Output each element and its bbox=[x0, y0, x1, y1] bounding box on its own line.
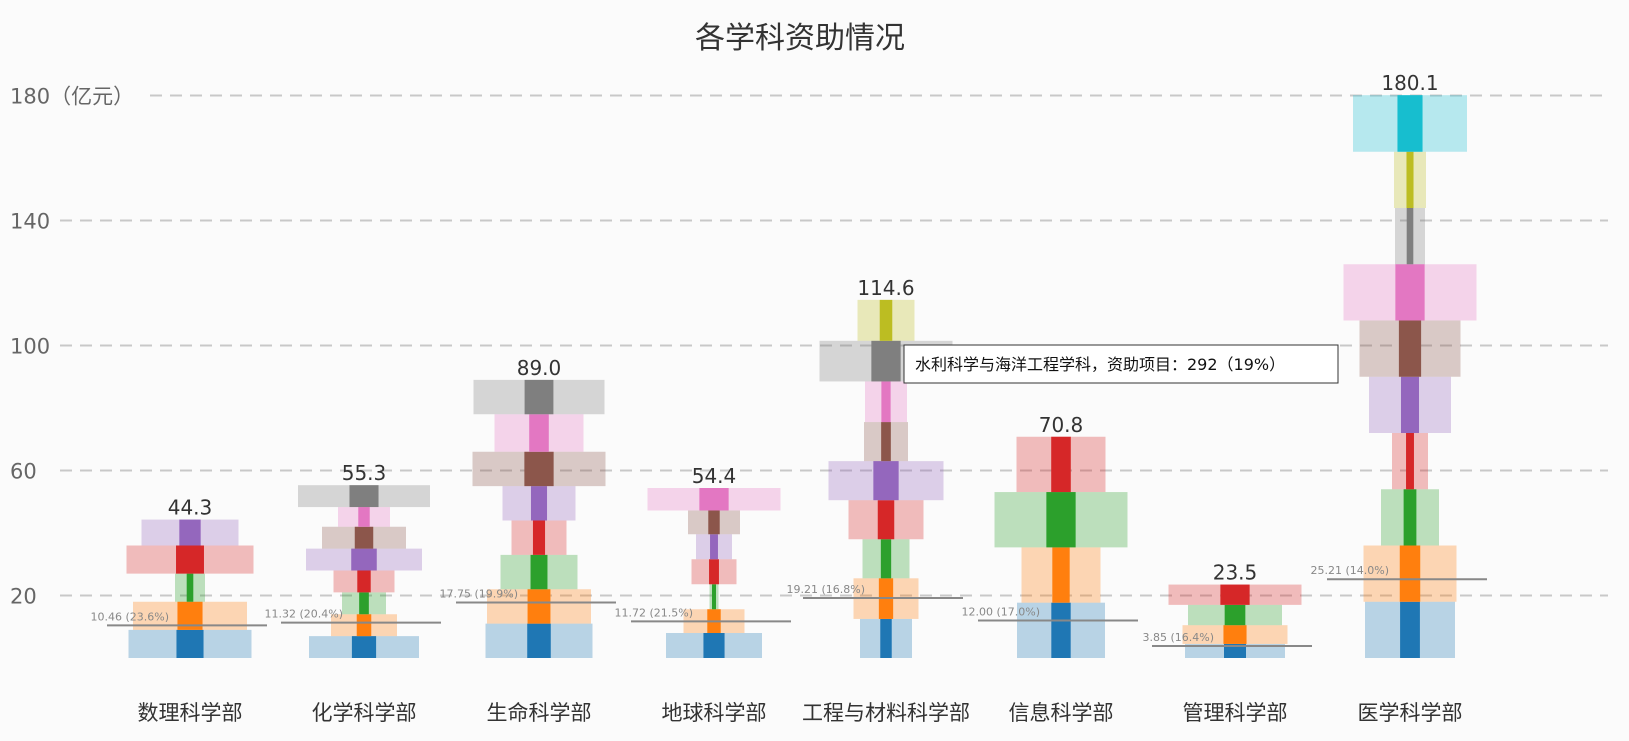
bar-segment-core bbox=[871, 340, 901, 382]
bar-segment-core bbox=[176, 629, 204, 658]
x-tick-label: 地球科学部 bbox=[662, 701, 767, 725]
bar-segment-core bbox=[709, 559, 719, 585]
bar-segment-core bbox=[527, 623, 551, 658]
bar-segment-core bbox=[1220, 584, 1250, 605]
bar-segment-core bbox=[1051, 436, 1071, 493]
bar-segment-core bbox=[527, 589, 551, 624]
bar-segment-core bbox=[881, 422, 891, 462]
threshold-label: 19.21 (16.8%) bbox=[786, 583, 865, 596]
threshold-label: 12.00 (17.0%) bbox=[961, 606, 1040, 619]
bar-segment-core bbox=[529, 414, 549, 452]
bar-segment-core bbox=[881, 381, 891, 423]
x-tick-label: 生命科学部 bbox=[487, 701, 592, 725]
threshold-label: 17.75 (19.9%) bbox=[439, 588, 518, 601]
bar-segment-core bbox=[1400, 601, 1420, 658]
bar-total-label: 180.1 bbox=[1381, 71, 1438, 95]
y-tick-label: 180（亿元） bbox=[10, 85, 134, 109]
bar-segment-core bbox=[1224, 643, 1246, 658]
x-tick-label: 数理科学部 bbox=[138, 701, 243, 725]
bar-segment-core bbox=[1051, 602, 1071, 658]
y-tick-label: 60 bbox=[10, 460, 37, 484]
bar-segment-core bbox=[351, 636, 377, 658]
bar-segment-core bbox=[1406, 433, 1414, 490]
bar-segment-core bbox=[877, 500, 895, 540]
bar-total-label: 70.8 bbox=[1039, 413, 1084, 437]
bar-segment-core bbox=[524, 379, 554, 415]
threshold-label: 3.85 (16.4%) bbox=[1142, 631, 1214, 644]
threshold-label: 11.32 (20.4%) bbox=[264, 608, 343, 621]
bar-total-label: 23.5 bbox=[1213, 561, 1258, 585]
bar-segment-core bbox=[354, 526, 374, 549]
bar-segment-core bbox=[710, 534, 718, 560]
bar-segment-core bbox=[1406, 208, 1414, 265]
bar-segment-core bbox=[530, 554, 548, 590]
bar-segment-core bbox=[699, 488, 729, 511]
bar-segment-core bbox=[176, 545, 204, 574]
bar-segment-core bbox=[524, 451, 554, 487]
bar-segment-core bbox=[1046, 492, 1076, 548]
y-tick-label: 20 bbox=[10, 585, 37, 609]
tooltip: 水利科学与海洋工程学科，资助项目：292（19%） bbox=[903, 344, 1339, 384]
bar-segment-core bbox=[186, 573, 194, 602]
bar-segment-core bbox=[1395, 264, 1425, 321]
bar-segment-core bbox=[358, 507, 370, 527]
bar-segment-core bbox=[1406, 151, 1414, 208]
bar-total-label: 89.0 bbox=[517, 356, 562, 380]
chart-title: 各学科资助情况 bbox=[695, 21, 905, 56]
bar-segment-core bbox=[532, 520, 546, 555]
y-tick-label: 140 bbox=[10, 210, 50, 234]
bar-segment-core bbox=[880, 618, 892, 658]
bar-segment-core bbox=[879, 299, 893, 341]
x-axis: 数理科学部 化学科学部 生命科学部 地球科学部 工程与材料科学部 信息科学部 管理科学部 医学… bbox=[138, 701, 1463, 725]
x-tick-label: 管理科学部 bbox=[1183, 701, 1288, 725]
bar-segment-core bbox=[359, 592, 369, 615]
bar-segment-core bbox=[1403, 489, 1417, 546]
bar-segment-core bbox=[179, 519, 201, 546]
tooltip-text: 水利科学与海洋工程学科，资助项目：292（19%） bbox=[915, 355, 1285, 374]
bar-segment-core bbox=[356, 614, 372, 637]
tooltip-box bbox=[903, 344, 1339, 384]
bar-segment-core bbox=[880, 539, 892, 579]
y-axis: 20 60 100 140 180（亿元） bbox=[10, 85, 134, 609]
bar-segment-core bbox=[712, 584, 716, 610]
bar-segment-core bbox=[349, 485, 379, 508]
bar-total-label: 55.3 bbox=[342, 461, 387, 485]
bar-total-label: 44.3 bbox=[168, 496, 213, 520]
bar-segment-core bbox=[1399, 545, 1421, 602]
x-tick-label: 化学科学部 bbox=[312, 701, 417, 725]
bar-segment-core bbox=[1400, 376, 1420, 433]
grid-lines bbox=[60, 94, 1608, 597]
bar-segment-core bbox=[1052, 547, 1070, 603]
bar-segment-core bbox=[351, 548, 377, 571]
bar-total-label: 114.6 bbox=[857, 276, 914, 300]
bar-total-label: 54.4 bbox=[692, 464, 737, 488]
x-tick-label: 信息科学部 bbox=[1009, 701, 1114, 725]
bar-segment-core bbox=[1397, 95, 1423, 152]
bar-segment-core bbox=[708, 510, 720, 535]
bar-segment-core bbox=[357, 570, 371, 593]
threshold-label: 25.21 (14.0%) bbox=[1310, 564, 1389, 577]
y-tick-label: 100 bbox=[10, 335, 50, 359]
bar-segment-core bbox=[1223, 625, 1247, 644]
bar-segment-core bbox=[1224, 604, 1246, 626]
bars: 44.3 10.46 (23.6%) 55.3 11.32 (20.4%) 89.0 17… bbox=[90, 71, 1487, 658]
bar-segment-core bbox=[873, 461, 899, 501]
bar-segment-core bbox=[1398, 320, 1422, 377]
threshold-label: 11.72 (21.5%) bbox=[614, 606, 693, 619]
bar-segment-core bbox=[703, 633, 725, 658]
bar-segment-core bbox=[530, 486, 548, 521]
threshold-label: 10.46 (23.6%) bbox=[90, 610, 169, 623]
x-tick-label: 医学科学部 bbox=[1358, 701, 1463, 725]
x-tick-label: 工程与材料科学部 bbox=[802, 701, 970, 725]
